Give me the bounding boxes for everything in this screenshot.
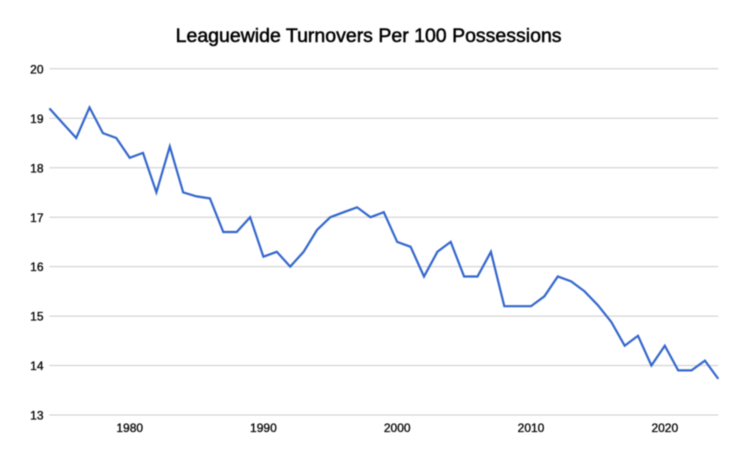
svg-text:15: 15 bbox=[30, 310, 44, 324]
svg-text:2000: 2000 bbox=[384, 421, 411, 435]
svg-text:Leaguewide Turnovers Per 100 P: Leaguewide Turnovers Per 100 Possessions bbox=[176, 25, 562, 47]
svg-text:18: 18 bbox=[30, 161, 44, 175]
svg-text:2020: 2020 bbox=[651, 421, 678, 435]
svg-text:16: 16 bbox=[30, 260, 44, 274]
svg-text:14: 14 bbox=[30, 359, 44, 373]
svg-text:19: 19 bbox=[30, 112, 44, 126]
svg-text:1990: 1990 bbox=[250, 421, 277, 435]
svg-text:1980: 1980 bbox=[116, 421, 143, 435]
svg-text:13: 13 bbox=[30, 409, 44, 423]
svg-text:2010: 2010 bbox=[518, 421, 545, 435]
svg-text:17: 17 bbox=[30, 211, 44, 225]
svg-text:20: 20 bbox=[30, 62, 44, 76]
